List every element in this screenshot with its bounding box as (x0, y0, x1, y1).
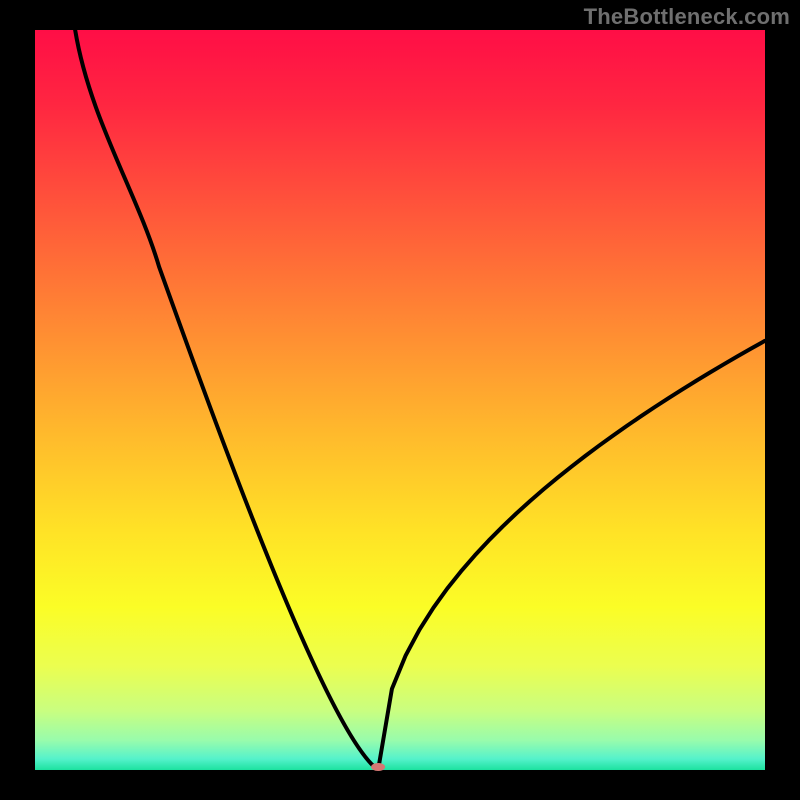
bottleneck-chart (0, 0, 800, 800)
minimum-marker (371, 763, 385, 771)
plot-background (35, 30, 765, 770)
